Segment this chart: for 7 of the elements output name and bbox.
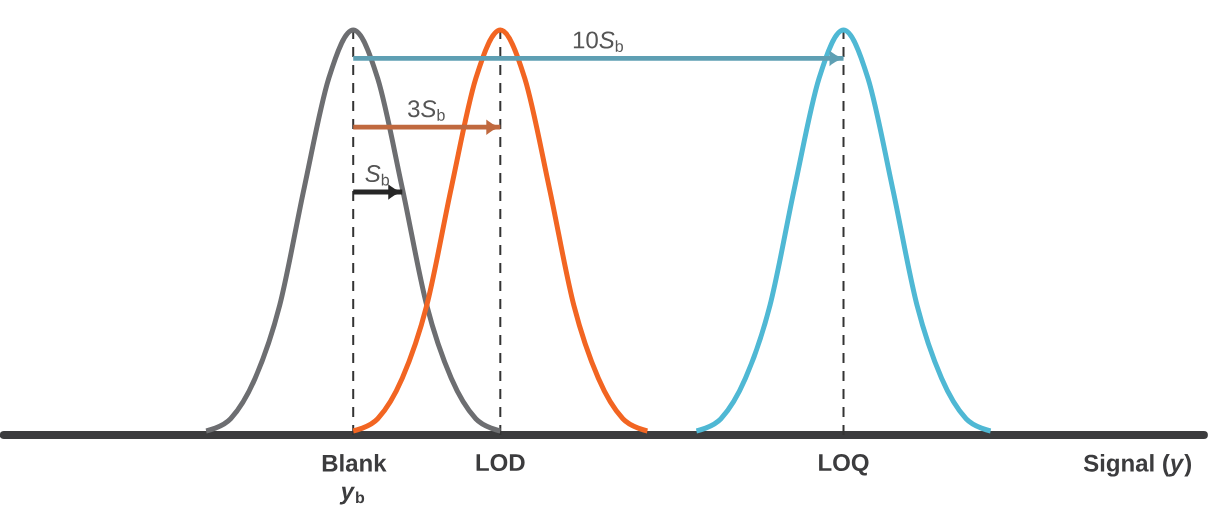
annotation: $\textit{S}_{\text{b}}$: [365, 165, 389, 186]
x-tick-label: LOD: [476, 454, 525, 472]
annotation: $\text{3}\textit{S}_{\text{b}}$: [408, 100, 445, 121]
x-tick-label: Signal (y): [1083, 454, 1192, 477]
annotation: $\text{10}\textit{S}_{\text{b}}$: [573, 31, 623, 52]
x-tick-label: LOQ: [819, 454, 869, 476]
x-tick-label: Blank y$_{b}$: [322, 454, 387, 505]
